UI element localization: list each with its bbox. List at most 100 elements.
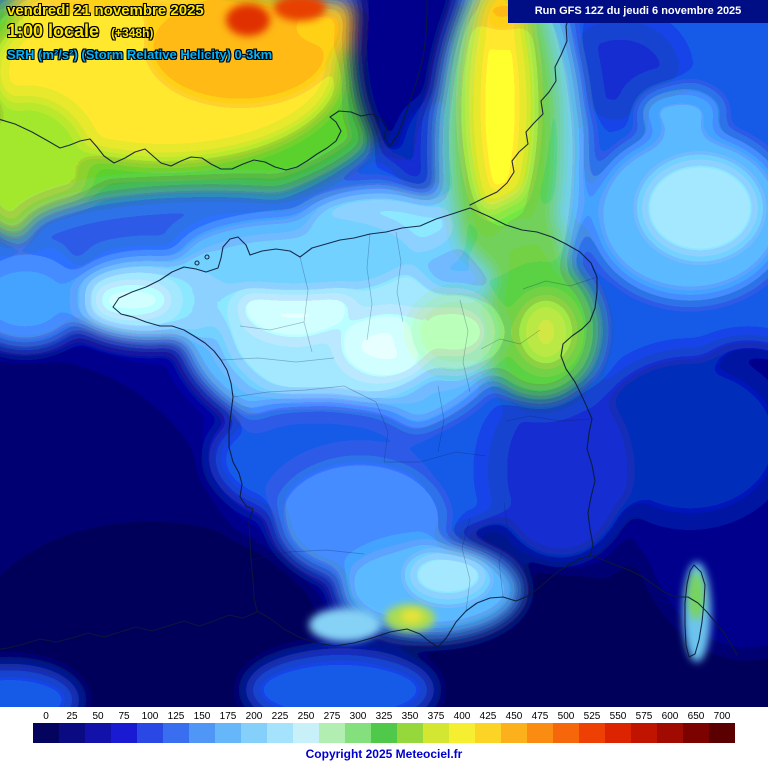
legend-swatch (475, 723, 501, 743)
legend-cell: 525 (579, 710, 605, 743)
legend-cell: 125 (163, 710, 189, 743)
legend-cell: 150 (189, 710, 215, 743)
legend-cell: 0 (33, 710, 59, 743)
legend-cell: 400 (449, 710, 475, 743)
legend-swatch (293, 723, 319, 743)
legend-cell: 325 (371, 710, 397, 743)
legend-tick-label: 500 (557, 711, 575, 722)
legend-bar: 0 25 50 75 100 125 150 175 200 225 250 275 300 325 350… (33, 710, 735, 743)
legend-tick-label: 200 (245, 711, 263, 722)
srh-field-detail-layer (226, 0, 711, 662)
legend-tick-label: 25 (66, 711, 78, 722)
legend-cell: 375 (423, 710, 449, 743)
legend-tick-label: 175 (219, 711, 237, 722)
legend-tick-label: 150 (193, 711, 211, 722)
legend-footer: 0 25 50 75 100 125 150 175 200 225 250 275 300 325 350… (0, 707, 768, 768)
legend-cell: 450 (501, 710, 527, 743)
legend-swatch (501, 723, 527, 743)
legend-swatch (449, 723, 475, 743)
legend-cell: 475 (527, 710, 553, 743)
legend-tick-label: 250 (297, 711, 315, 722)
legend-tick-label: 350 (401, 711, 419, 722)
legend-swatch (267, 723, 293, 743)
legend-tick-label: 375 (427, 711, 445, 722)
legend-tick-label: 275 (323, 711, 341, 722)
parameter-label: SRH (m²/s²) (Storm Relative Helicity) 0-… (7, 47, 273, 63)
legend-tick-label: 650 (687, 711, 705, 722)
legend-swatch (85, 723, 111, 743)
corsica-coast (684, 564, 706, 658)
legend-cell: 550 (605, 710, 631, 743)
legend-tick-label: 575 (635, 711, 653, 722)
legend-tick-label: 0 (43, 711, 49, 722)
legend-cell: 350 (397, 710, 423, 743)
legend-cell: 50 (85, 710, 111, 743)
legend-swatch (631, 723, 657, 743)
legend-swatch (657, 723, 683, 743)
legend-tick-label: 550 (609, 711, 627, 722)
legend-tick-label: 225 (271, 711, 289, 722)
legend-cell: 75 (111, 710, 137, 743)
legend-cell: 650 (683, 710, 709, 743)
legend-swatch (241, 723, 267, 743)
legend-swatch (397, 723, 423, 743)
spain-coast (0, 611, 258, 650)
legend-swatch (527, 723, 553, 743)
legend-swatch (189, 723, 215, 743)
forecast-time-row: 1:00 locale (+348h) (7, 21, 272, 43)
legend-swatch (111, 723, 137, 743)
department-borders-layer (220, 231, 598, 612)
italy-coast (592, 555, 738, 656)
legend-cell: 300 (345, 710, 371, 743)
copyright-link[interactable]: Copyright 2025 Meteociel.fr (305, 747, 463, 761)
legend-cell: 600 (657, 710, 683, 743)
srh-field-layer (0, 0, 768, 707)
legend-tick-label: 100 (141, 711, 159, 722)
legend-tick-label: 325 (375, 711, 393, 722)
legend-swatch (423, 723, 449, 743)
legend-cell: 250 (293, 710, 319, 743)
benelux-coast (469, 0, 573, 206)
legend-cell: 200 (241, 710, 267, 743)
legend-cell: 275 (319, 710, 345, 743)
channel-island (194, 260, 200, 266)
legend-tick-label: 50 (92, 711, 104, 722)
legend-tick-label: 450 (505, 711, 523, 722)
france-border (112, 207, 598, 648)
legend-cell: 175 (215, 710, 241, 743)
legend-tick-label: 400 (453, 711, 471, 722)
legend-cell: 700 (709, 710, 735, 743)
run-info-badge: Run GFS 12Z du jeudi 6 novembre 2025 (508, 0, 768, 23)
legend-swatch (553, 723, 579, 743)
channel-island (204, 254, 210, 260)
legend-cell: 100 (137, 710, 163, 743)
srh-map (0, 0, 768, 707)
legend-swatch (215, 723, 241, 743)
legend-swatch (319, 723, 345, 743)
legend-cell: 500 (553, 710, 579, 743)
legend-swatch (579, 723, 605, 743)
legend-cell: 225 (267, 710, 293, 743)
legend-tick-label: 125 (167, 711, 185, 722)
legend-tick-label: 425 (479, 711, 497, 722)
legend-cell: 575 (631, 710, 657, 743)
legend-tick-label: 475 (531, 711, 549, 722)
legend-swatch (345, 723, 371, 743)
forecast-header: vendredi 21 novembre 2025 1:00 locale (+… (7, 2, 272, 63)
legend-cell: 425 (475, 710, 501, 743)
legend-tick-label: 700 (713, 711, 731, 722)
legend-swatch (163, 723, 189, 743)
legend-swatch (59, 723, 85, 743)
forecast-offset: (+348h) (111, 26, 154, 41)
legend-swatch (683, 723, 709, 743)
legend-swatch (605, 723, 631, 743)
legend-cell: 25 (59, 710, 85, 743)
legend-tick-label: 525 (583, 711, 601, 722)
coastline-layer (0, 0, 738, 658)
legend-tick-label: 600 (661, 711, 679, 722)
legend-swatch (33, 723, 59, 743)
forecast-local-time: 1:00 locale (7, 21, 100, 42)
legend-swatch (137, 723, 163, 743)
england-coast (0, 0, 428, 171)
